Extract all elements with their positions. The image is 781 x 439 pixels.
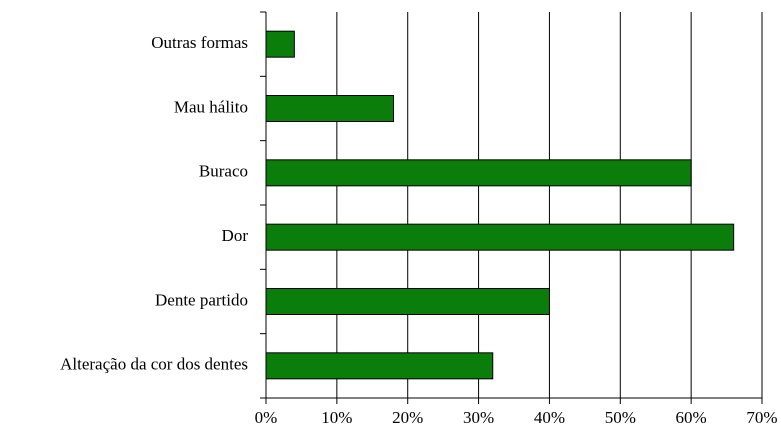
bar [265,223,735,251]
x-tick-label: 10% [321,408,352,427]
x-tick-label: 30% [463,408,494,427]
bar [265,159,692,187]
bar [265,95,395,122]
x-tick-label: 40% [534,408,565,427]
y-tick-label: Outras formas [151,33,248,52]
x-tick-label: 50% [605,408,636,427]
x-tick-label: 20% [392,408,423,427]
y-tick-label: Alteração da cor dos dentes [60,355,248,374]
bar [265,30,295,58]
x-tick-label: 70% [746,408,777,427]
bar [265,352,494,380]
y-tick-label: Mau hálito [174,97,248,116]
x-tick-label: 0% [255,408,278,427]
y-tick-label: Dor [222,226,249,245]
bar [265,288,550,315]
y-tick-label: Buraco [199,162,248,181]
x-tick-label: 60% [676,408,707,427]
y-tick-label: Dente partido [155,290,248,309]
